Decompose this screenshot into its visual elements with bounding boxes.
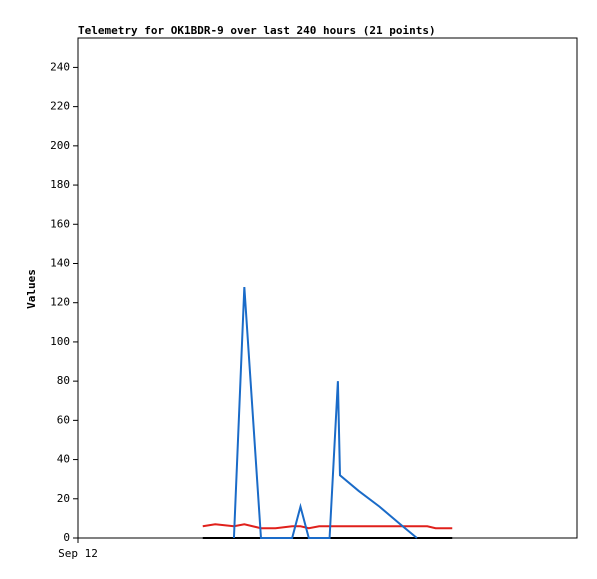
y-tick-label: 120 xyxy=(50,296,70,309)
y-tick-label: 180 xyxy=(50,178,70,191)
series-line xyxy=(232,286,418,539)
y-tick-label: 100 xyxy=(50,335,70,348)
y-tick-label: 240 xyxy=(50,60,70,73)
y-tick-label: 60 xyxy=(57,413,70,426)
y-tick-label: 40 xyxy=(57,453,70,466)
y-tick-label: 160 xyxy=(50,217,70,230)
chart-title: Telemetry for OK1BDR-9 over last 240 hou… xyxy=(78,24,436,37)
y-tick-label: 200 xyxy=(50,139,70,152)
x-tick-label: Sep 12 xyxy=(58,547,98,560)
y-tick-label: 0 xyxy=(63,531,70,544)
y-tick-label: 140 xyxy=(50,256,70,269)
y-axis-label: Values xyxy=(25,269,38,309)
y-tick-label: 20 xyxy=(57,492,70,505)
y-tick-label: 80 xyxy=(57,374,70,387)
y-tick-label: 220 xyxy=(50,100,70,113)
